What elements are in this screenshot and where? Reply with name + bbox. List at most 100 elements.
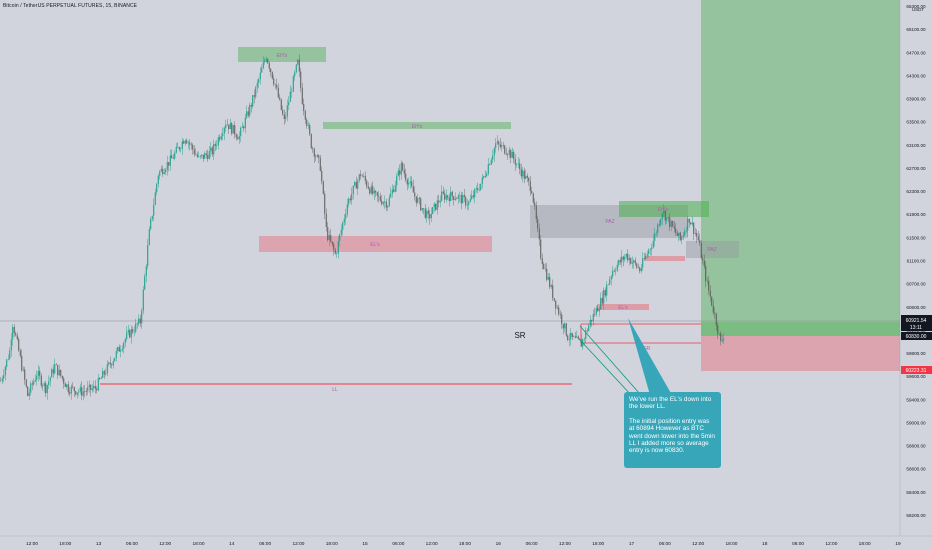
candle-body: [343, 218, 345, 223]
candle-body: [309, 125, 311, 135]
candle-body: [378, 195, 380, 197]
candle-body: [6, 359, 8, 367]
candle-body: [483, 176, 485, 178]
candle-body: [489, 164, 491, 166]
candle-body: [388, 197, 390, 206]
candle-body: [373, 190, 375, 194]
candle-body: [352, 185, 354, 194]
candle-body: [462, 195, 464, 204]
eh-label-1: EH's: [277, 53, 288, 59]
candle-body: [28, 392, 30, 397]
entry-band: [701, 322, 900, 336]
candle-body: [208, 151, 210, 160]
candle-body: [513, 152, 515, 160]
candle-body: [198, 156, 200, 157]
eh-zone-3[interactable]: [619, 201, 709, 217]
eh-zone-2[interactable]: [323, 122, 511, 129]
candle-body: [49, 377, 51, 382]
candle-body: [654, 233, 656, 241]
candle-body: [594, 313, 596, 315]
candle-body: [354, 181, 356, 186]
price-axis[interactable]: 65300.00 65100.00 64700.00 64300.00 63900.00…: [906, 4, 926, 518]
candle-body: [360, 174, 362, 176]
candle-body: [160, 168, 162, 172]
candle-body: [559, 314, 561, 315]
candle-body: [639, 267, 641, 272]
price-tick-label: 65100.00: [906, 27, 926, 32]
time-tick-label: 18:00: [859, 541, 871, 547]
entry-price-value: 60830.00: [906, 334, 927, 340]
candle-body: [36, 375, 38, 380]
candle-body: [214, 144, 216, 146]
candle-body: [138, 318, 140, 325]
candle-body: [76, 392, 78, 395]
candle-body: [664, 210, 666, 221]
candle-body: [432, 207, 434, 214]
candle-body: [496, 141, 498, 144]
candle-body: [523, 170, 525, 179]
candle-body: [420, 198, 422, 211]
candle-body: [298, 59, 300, 72]
candle-body: [424, 208, 426, 218]
candle-body: [34, 379, 36, 382]
candle-body: [370, 186, 372, 194]
time-tick-label: 06:00: [792, 541, 804, 547]
candle-body: [178, 147, 180, 150]
time-tick-label: 12:00: [559, 541, 571, 547]
candle-body: [112, 361, 114, 366]
candle-body: [634, 260, 636, 264]
candle-body: [379, 196, 381, 201]
candle-body: [3, 375, 5, 379]
time-tick-label: 12:00: [692, 541, 704, 547]
candle-body: [412, 186, 414, 193]
callout-arrow-1: [579, 325, 641, 395]
candle-body: [436, 200, 438, 210]
candle-body: [96, 388, 98, 391]
candle-body: [303, 103, 305, 111]
candle-body: [549, 276, 551, 288]
candle-body: [600, 297, 602, 310]
annotation-text-1: We've run the EL's down into the lower L…: [629, 396, 712, 411]
candle-body: [307, 125, 309, 126]
paz-zone-2[interactable]: [686, 241, 739, 258]
take-profit-zone[interactable]: [701, 0, 900, 322]
candle-body: [598, 309, 600, 312]
candle-body: [130, 329, 132, 338]
candle-body: [484, 176, 486, 177]
candle-body: [652, 240, 654, 248]
el-zone-2[interactable]: [597, 304, 649, 310]
candle-body: [478, 189, 480, 191]
candle-body: [514, 159, 516, 165]
candle-body: [375, 190, 377, 193]
candle-body: [60, 369, 62, 376]
candle-body: [166, 162, 168, 170]
candle-body: [319, 157, 321, 171]
stop-price-value: 60223.31: [906, 368, 927, 374]
candle-body: [610, 276, 612, 280]
stop-loss-zone[interactable]: [701, 336, 900, 371]
time-axis[interactable]: 12:00 18:00 13 06:00 12:00 18:00 14 06:00 12:00 1…: [26, 541, 901, 547]
candle-body: [577, 336, 579, 339]
candle-body: [253, 95, 255, 97]
candle-body: [154, 192, 156, 205]
candle-body: [313, 148, 315, 157]
candle-body: [277, 87, 279, 98]
candle-body: [148, 229, 150, 246]
candle-body: [655, 232, 657, 234]
eh-zone-1[interactable]: [238, 47, 326, 62]
candle-body: [90, 384, 92, 390]
candle-body: [367, 186, 369, 189]
candle-body: [426, 210, 428, 218]
candle-body: [679, 232, 681, 240]
candle-body: [231, 123, 233, 134]
annotation-callout[interactable]: We've run the EL's down into the lower L…: [624, 392, 721, 468]
candle-body: [571, 332, 573, 337]
el-mini-zone[interactable]: [645, 256, 685, 261]
price-tick-label: 61500.00: [906, 235, 926, 240]
price-tick-label: 59400.00: [906, 397, 926, 402]
el-zone-1[interactable]: [259, 236, 492, 252]
candle-body: [366, 180, 368, 187]
candle-body: [331, 241, 333, 245]
candle-body: [175, 146, 177, 153]
